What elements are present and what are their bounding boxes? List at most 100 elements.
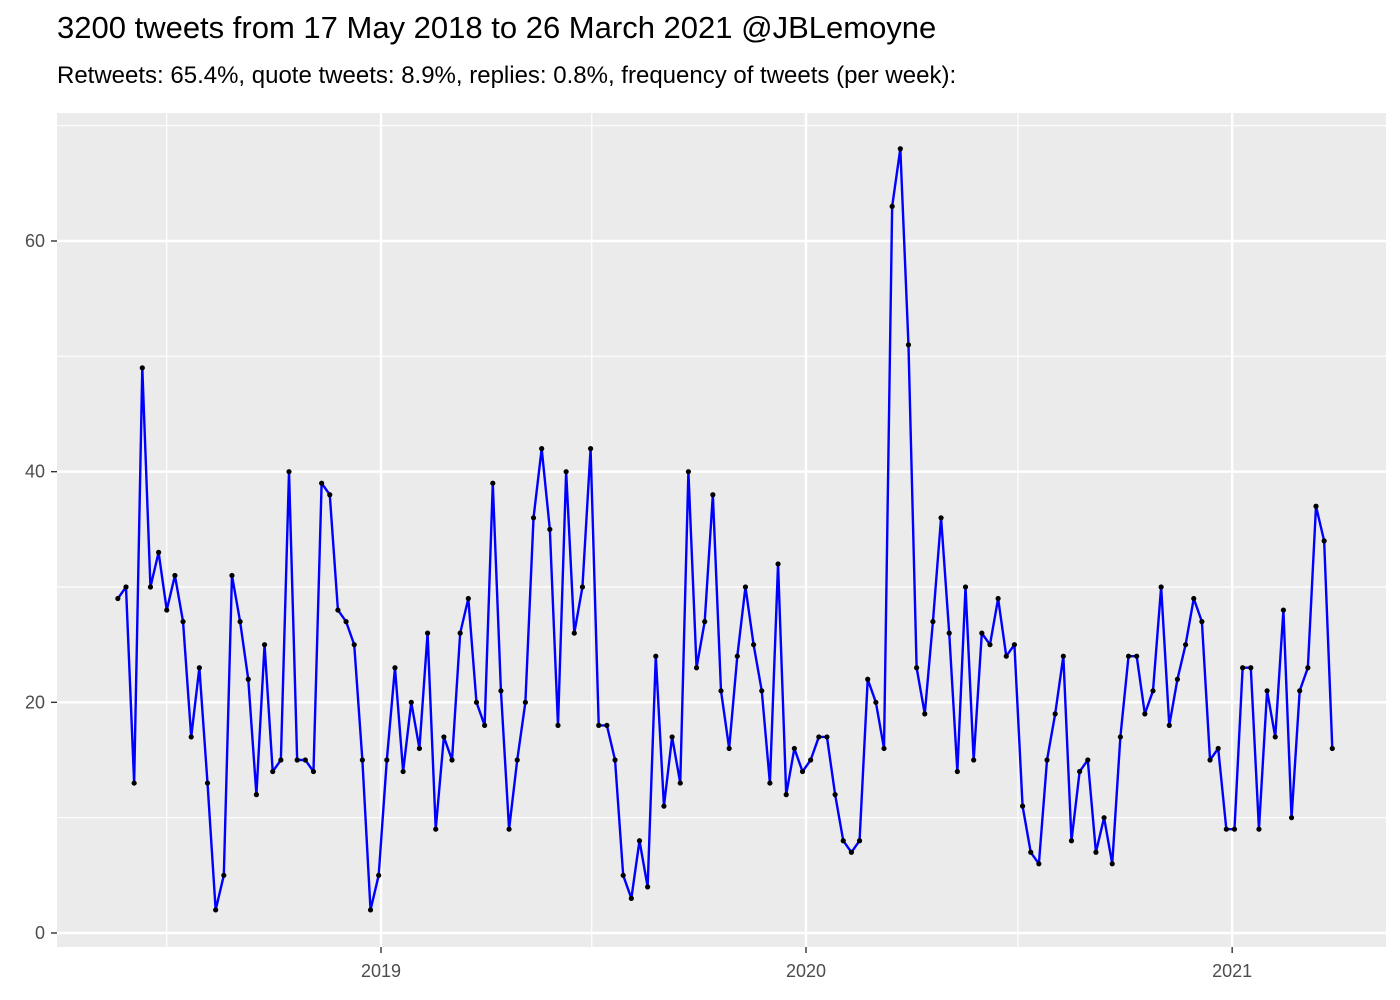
data-point [213,907,219,913]
data-point [522,699,528,705]
data-point [359,757,365,763]
data-point [848,849,855,855]
data-point [620,872,626,878]
data-point [865,676,871,682]
data-point [791,745,797,752]
data-point [987,642,993,648]
data-point [473,699,480,705]
data-point [351,642,357,648]
x-tick-label: 2021 [1212,961,1252,981]
data-point [237,619,243,625]
data-point [384,757,390,763]
data-point [669,734,675,740]
data-point [319,480,325,486]
data-point [555,722,561,729]
data-point [1264,688,1270,694]
data-point [1109,861,1115,867]
data-point [1060,653,1066,659]
data-point [661,803,667,809]
data-point [539,446,545,452]
data-point [856,838,863,844]
panel-background [57,113,1386,947]
data-point [449,757,455,763]
major-grid [57,113,1386,947]
data-point [1085,757,1091,763]
data-point [1223,826,1229,832]
data-point [759,688,765,694]
data-point [1093,849,1099,855]
data-point [530,515,537,521]
data-point [180,619,186,625]
data-point [1199,619,1205,625]
data-point [1321,538,1327,544]
data-point [954,768,960,775]
data-point [1329,745,1335,752]
minor-grid [57,113,1386,947]
data-point [196,665,202,671]
data-point [172,572,178,579]
data-point [367,907,374,913]
data-point [1011,642,1018,648]
data-point [156,549,162,556]
data-point [253,792,260,798]
data-point [424,630,431,636]
data-point [310,768,317,775]
data-point [914,665,920,671]
data-point [245,676,251,682]
data-point [1231,826,1238,832]
data-point [653,653,659,659]
data-point [808,757,814,763]
data-point [457,630,463,636]
data-point [1240,665,1246,671]
data-point [832,792,838,798]
data-point [938,515,944,521]
data-point [147,584,154,590]
data-point [596,722,602,729]
data-point [164,607,170,613]
data-point [221,872,227,878]
data-point [1207,757,1213,763]
data-point [1166,722,1172,729]
data-point [1117,734,1123,740]
data-point [261,642,268,648]
y-tick-label: 40 [25,462,45,482]
data-point [751,642,757,648]
data-point [816,734,822,740]
data-point [979,630,985,636]
data-point [547,526,553,532]
data-point [612,757,618,763]
data-point [204,780,211,786]
data-point [335,607,341,613]
data-point [270,768,276,775]
data-point [799,768,806,775]
data-point [416,745,423,752]
chart-subtitle: Retweets: 65.4%, quote tweets: 8.9%, rep… [57,62,957,89]
data-point [962,584,969,590]
data-point [645,884,651,890]
data-point [302,757,308,763]
data-point [889,203,895,209]
data-point [905,342,912,348]
data-point [1248,665,1254,671]
y-tick-label: 20 [25,692,45,712]
data-point [1125,653,1132,659]
series-layer [115,146,1335,913]
data-point [376,872,382,878]
data-point [628,895,634,902]
data-point [840,838,846,844]
data-point [1028,849,1034,855]
data-point [685,469,692,475]
data-point [514,757,520,763]
data-point [400,768,406,775]
data-point [571,630,577,636]
data-point [1077,768,1083,775]
data-point [490,480,496,486]
data-point [278,757,284,763]
data-point [131,780,137,786]
data-point [677,780,683,786]
data-point [579,584,586,590]
data-point [1044,757,1050,763]
data-point [465,595,471,602]
data-point [286,469,292,475]
